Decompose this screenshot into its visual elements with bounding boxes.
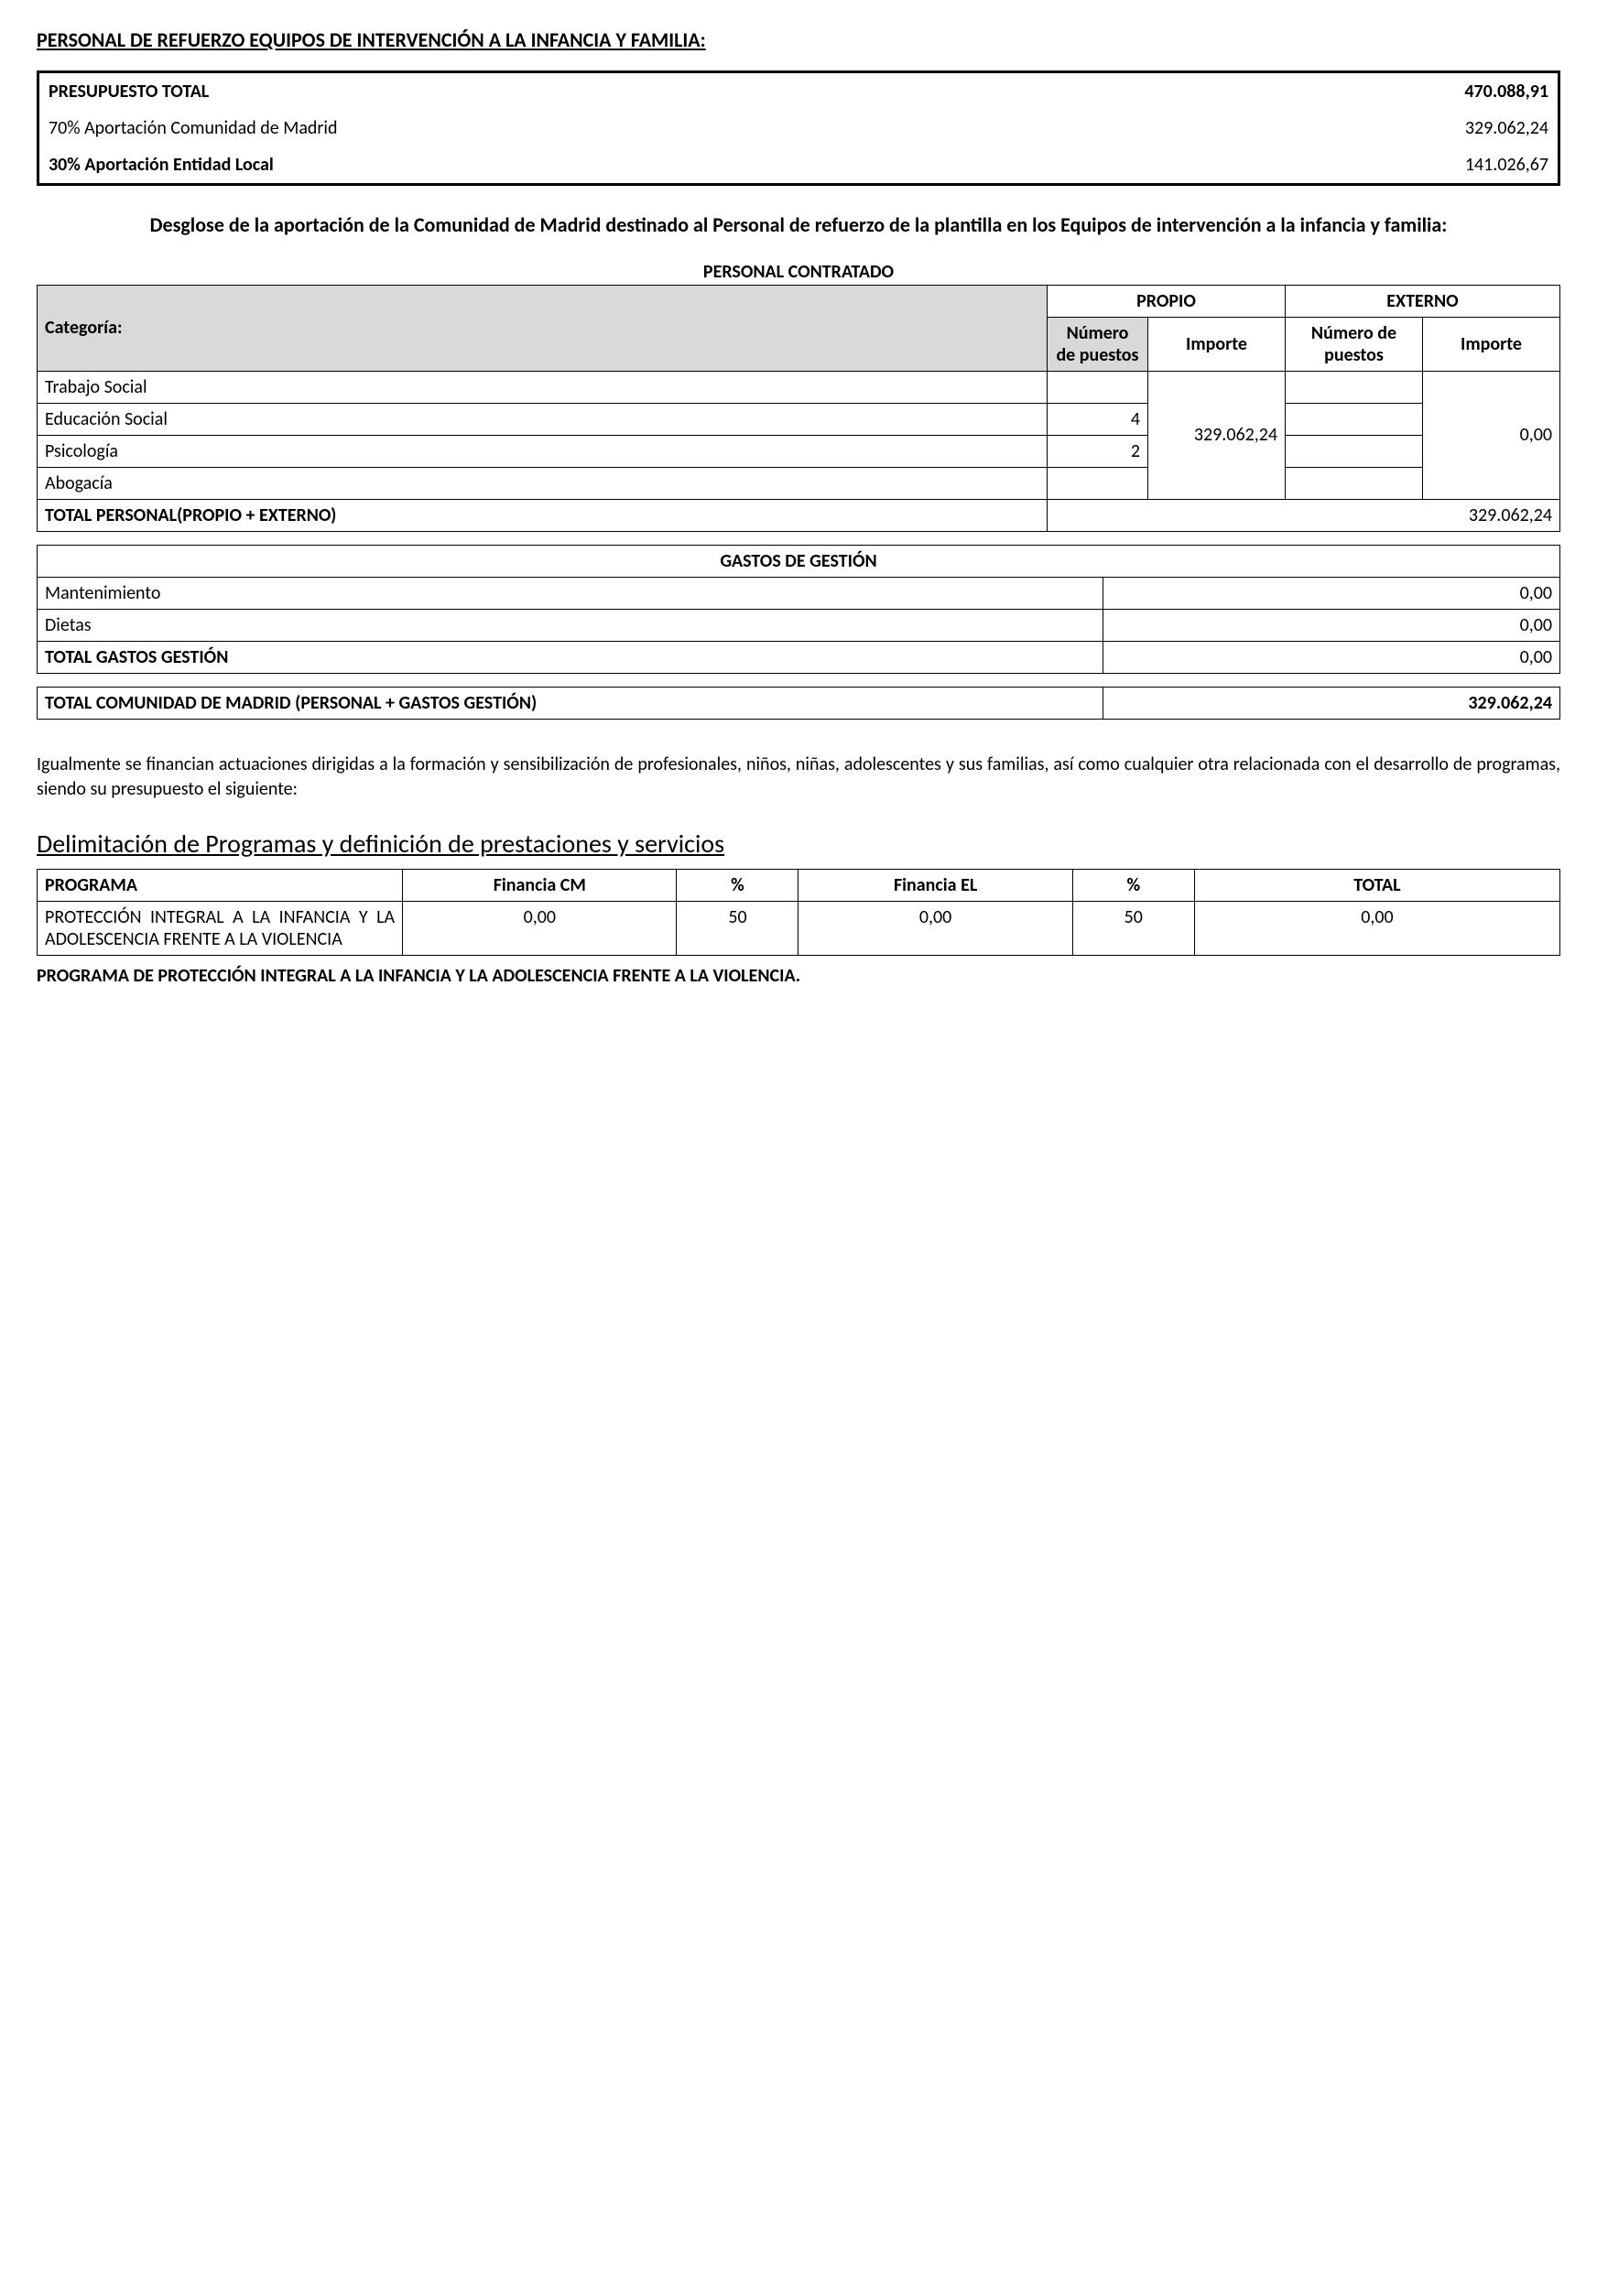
budget-value: 141.026,67: [1177, 146, 1559, 185]
num-cell: 2: [1048, 435, 1148, 467]
col-importe-externo: Importe: [1423, 317, 1560, 371]
table-row: GASTOS DE GESTIÓN: [38, 545, 1560, 577]
col-num-puestos-externo: Número de puestos: [1286, 317, 1423, 371]
col-propio: PROPIO: [1048, 285, 1286, 317]
category-cell: Abogacía: [38, 467, 1048, 499]
num-cell: [1286, 403, 1423, 435]
col-financia-cm: Financia CM: [403, 869, 677, 901]
table-row: TOTAL PERSONAL(PROPIO + EXTERNO) 329.062…: [38, 499, 1560, 531]
gastos-title: GASTOS DE GESTIÓN: [38, 545, 1560, 577]
financia-cm-cell: 0,00: [403, 901, 677, 955]
table-row: Educación Social 4: [38, 403, 1560, 435]
budget-label: 70% Aportación Comunidad de Madrid: [38, 110, 1178, 146]
table-row: Dietas 0,00: [38, 609, 1560, 641]
gastos-label: Mantenimiento: [38, 577, 1103, 609]
col-categoria: Categoría:: [38, 285, 1048, 371]
pct2-cell: 50: [1072, 901, 1194, 955]
gastos-table: GASTOS DE GESTIÓN Mantenimiento 0,00 Die…: [37, 545, 1560, 674]
total-label: TOTAL PERSONAL(PROPIO + EXTERNO): [38, 499, 1048, 531]
programa-name: PROTECCIÓN INTEGRAL A LA INFANCIA Y LA A…: [38, 901, 403, 955]
category-cell: Psicología: [38, 435, 1048, 467]
final-program-title: PROGRAMA DE PROTECCIÓN INTEGRAL A LA INF…: [37, 965, 1560, 987]
budget-table: PRESUPUESTO TOTAL 470.088,91 70% Aportac…: [37, 70, 1560, 186]
gastos-value: 0,00: [1103, 609, 1560, 641]
gastos-label: Dietas: [38, 609, 1103, 641]
table-row: PROTECCIÓN INTEGRAL A LA INFANCIA Y LA A…: [38, 901, 1560, 955]
col-pct1: %: [677, 869, 798, 901]
personal-table: Categoría: PROPIO EXTERNO Número de pues…: [37, 285, 1560, 532]
total-value: 329.062,24: [1048, 499, 1560, 531]
col-total: TOTAL: [1194, 869, 1559, 901]
total-cell: 0,00: [1194, 901, 1559, 955]
budget-label: 30% Aportación Entidad Local: [38, 146, 1178, 185]
col-externo: EXTERNO: [1286, 285, 1560, 317]
gastos-total-label: TOTAL GASTOS GESTIÓN: [38, 641, 1103, 673]
table-row: TOTAL GASTOS GESTIÓN 0,00: [38, 641, 1560, 673]
col-programa: PROGRAMA: [38, 869, 403, 901]
paragraph: Igualmente se financian actuaciones diri…: [37, 753, 1560, 802]
col-pct2: %: [1072, 869, 1194, 901]
col-num-puestos-propio: Número de puestos: [1048, 317, 1148, 371]
num-cell: 4: [1048, 403, 1148, 435]
table-row: TOTAL COMUNIDAD DE MADRID (PERSONAL + GA…: [38, 687, 1560, 719]
programas-table: PROGRAMA Financia CM % Financia EL % TOT…: [37, 869, 1560, 956]
document-title: PERSONAL DE REFUERZO EQUIPOS DE INTERVEN…: [37, 27, 1560, 52]
importe-externo-cell: 0,00: [1423, 371, 1560, 499]
num-cell: [1048, 467, 1148, 499]
num-cell: [1286, 467, 1423, 499]
col-importe-propio: Importe: [1148, 317, 1286, 371]
table-row: 30% Aportación Entidad Local 141.026,67: [38, 146, 1559, 185]
budget-value: 329.062,24: [1177, 110, 1559, 146]
financia-el-cell: 0,00: [798, 901, 1072, 955]
section-heading: Delimitación de Programas y definición d…: [37, 828, 1560, 860]
personal-section-title: PERSONAL CONTRATADO: [37, 261, 1560, 283]
subtitle: Desglose de la aportación de la Comunida…: [92, 211, 1505, 239]
table-row: Abogacía: [38, 467, 1560, 499]
table-row: 70% Aportación Comunidad de Madrid 329.0…: [38, 110, 1559, 146]
budget-label: PRESUPUESTO TOTAL: [38, 72, 1178, 111]
col-financia-el: Financia EL: [798, 869, 1072, 901]
table-row: PRESUPUESTO TOTAL 470.088,91: [38, 72, 1559, 111]
total-cm-label: TOTAL COMUNIDAD DE MADRID (PERSONAL + GA…: [38, 687, 1103, 719]
total-cm-table: TOTAL COMUNIDAD DE MADRID (PERSONAL + GA…: [37, 687, 1560, 720]
budget-value: 470.088,91: [1177, 72, 1559, 111]
table-row: Psicología 2: [38, 435, 1560, 467]
num-cell: [1286, 371, 1423, 403]
num-cell: [1286, 435, 1423, 467]
table-row: Trabajo Social 329.062,24 0,00: [38, 371, 1560, 403]
table-row: Categoría: PROPIO EXTERNO: [38, 285, 1560, 317]
num-cell: [1048, 371, 1148, 403]
table-row: Mantenimiento 0,00: [38, 577, 1560, 609]
category-cell: Educación Social: [38, 403, 1048, 435]
pct1-cell: 50: [677, 901, 798, 955]
total-cm-value: 329.062,24: [1103, 687, 1560, 719]
gastos-total-value: 0,00: [1103, 641, 1560, 673]
gastos-value: 0,00: [1103, 577, 1560, 609]
importe-propio-cell: 329.062,24: [1148, 371, 1286, 499]
table-row: PROGRAMA Financia CM % Financia EL % TOT…: [38, 869, 1560, 901]
category-cell: Trabajo Social: [38, 371, 1048, 403]
